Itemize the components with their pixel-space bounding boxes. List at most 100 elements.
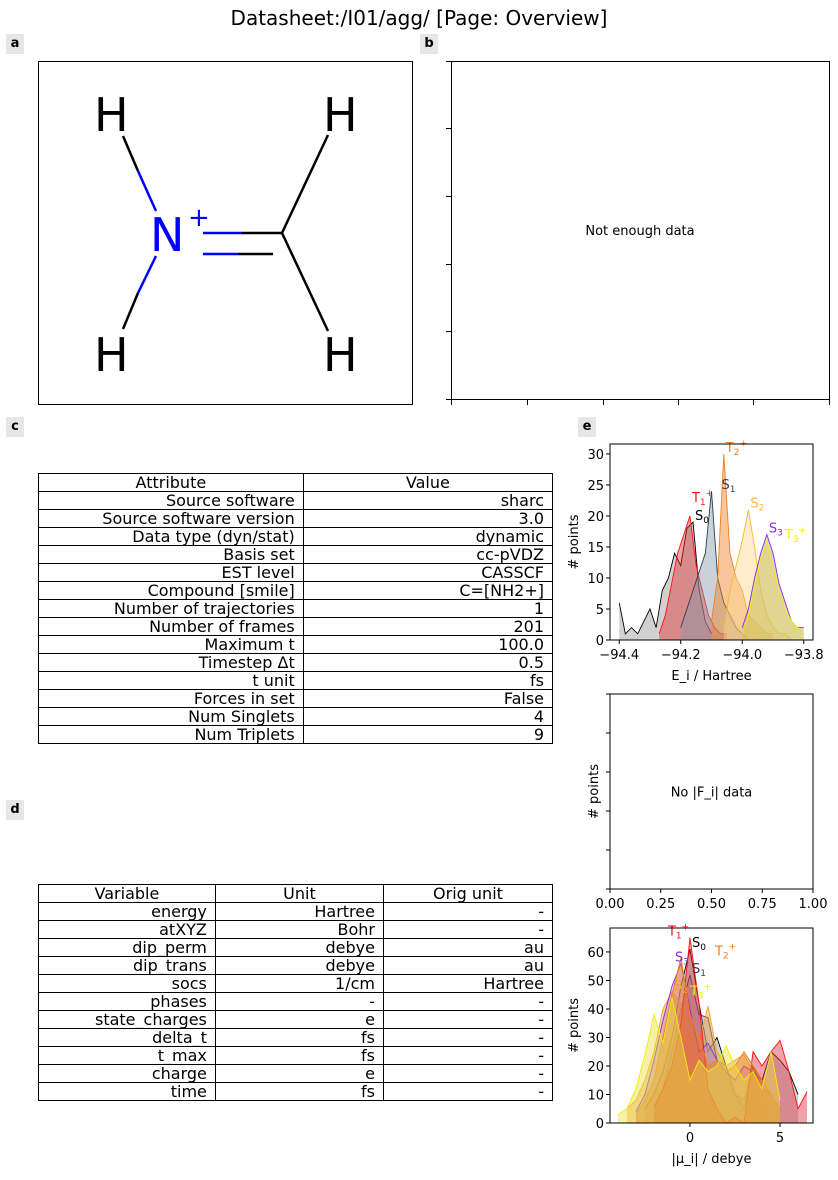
molecule-structure: H H H H N +: [38, 61, 413, 405]
state-label-S3: S3: [675, 950, 689, 967]
column-header: Orig unit: [382, 884, 554, 903]
table-cell: fs: [214, 1082, 384, 1101]
table-cell: Bohr: [214, 920, 384, 939]
state-label-T2: T2+: [725, 439, 747, 458]
table-cell: Forces in set: [38, 689, 304, 708]
histogram-line-T3: [617, 997, 781, 1115]
atom-h: H: [94, 328, 129, 382]
state-label-S0: S0: [692, 936, 706, 953]
x-tick-label: −94.0: [722, 648, 762, 663]
table-header-row: Variable Unit Orig unit: [38, 884, 554, 903]
state-label-T3: T3+: [784, 526, 806, 545]
table-cell: Data type (dyn/stat): [38, 527, 304, 546]
table-row: charge e -: [38, 1064, 554, 1083]
table-cell: Compound [smile]: [38, 581, 304, 600]
table-cell: t unit: [38, 671, 304, 690]
y-tick-label: 15: [587, 541, 604, 556]
table-cell: dip_perm: [38, 938, 216, 957]
state-label-subscript: 2: [682, 986, 688, 996]
table-cell: Source software version: [38, 509, 304, 528]
y-tick-label: 5: [596, 603, 604, 618]
bonds: [121, 134, 330, 332]
histogram-fill-S3: [635, 963, 781, 1123]
no-force-data-message: No |F_i| data: [671, 786, 753, 801]
series-S1: [680, 491, 749, 641]
table-cell: 1: [302, 599, 554, 618]
series-S2: [723, 509, 792, 641]
table-cell: 100.0: [302, 635, 554, 654]
table-row: Basis set cc-pVDZ: [38, 545, 554, 564]
attributes-table: Attribute Value Source software sharc Source…: [38, 473, 554, 744]
table-cell: phases: [38, 992, 216, 1011]
atom-h: H: [323, 328, 358, 382]
table-cell: Hartree: [214, 902, 384, 921]
table-cell: Hartree: [382, 974, 554, 993]
x-tick-label: 5: [776, 1131, 784, 1146]
table-cell: e: [214, 1010, 384, 1029]
table-cell: 201: [302, 617, 554, 636]
histogram-fill-S0: [644, 949, 799, 1123]
table-header-row: Attribute Value: [38, 473, 554, 492]
table-cell: -: [382, 1010, 554, 1029]
histogram-fill-S0: [619, 522, 712, 640]
table-row: Maximum t 100.0: [38, 635, 554, 654]
table-row: Timestep Δt 0.5: [38, 653, 554, 672]
panel-label-d: d: [6, 800, 24, 820]
table-cell: -: [214, 992, 384, 1011]
panel-label-b: b: [420, 34, 438, 54]
table-cell: Basis set: [38, 545, 304, 564]
table-cell: atXYZ: [38, 920, 216, 939]
axes-frame: [609, 927, 814, 1124]
x-tick-label: 1.00: [799, 897, 828, 912]
page-title: Datasheet:/I01/agg/ [Page: Overview]: [230, 6, 608, 30]
x-tick-label: 0.75: [748, 897, 777, 912]
table-row: t_max fs -: [38, 1046, 554, 1065]
table-cell: t_max: [38, 1046, 216, 1065]
table-row: socs 1/cm Hartree: [38, 974, 554, 993]
histogram-fill-T2: [711, 453, 774, 640]
table-row: Num Triplets 9: [38, 725, 554, 744]
y-tick-label: 10: [587, 1088, 604, 1103]
table-cell: -: [382, 902, 554, 921]
state-label-S1: S1: [692, 962, 706, 979]
table-cell: 0.5: [302, 653, 554, 672]
y-tick-label: 30: [587, 1031, 604, 1046]
table-cell: fs: [302, 671, 554, 690]
state-label-subscript: 3: [683, 957, 689, 967]
state-label-subscript: 1: [730, 485, 736, 495]
table-cell: 9: [302, 725, 554, 744]
y-axis-label: # points: [587, 764, 602, 819]
table-cell: Number of trajectories: [38, 599, 304, 618]
table-row: Compound [smile] C=[NH2+]: [38, 581, 554, 600]
state-label-subscript: 1: [700, 969, 706, 979]
state-label-subscript: 0: [703, 516, 709, 526]
axes-frame: [609, 443, 814, 641]
force-histogram: No |F_i| data 0.00 0.25 0.50 0.75 1.00 # point…: [587, 693, 828, 912]
not-enough-data-message: Not enough data: [585, 224, 694, 239]
panel-label-c: c: [6, 417, 24, 437]
state-label-S0: S0: [695, 509, 709, 526]
state-label-subscript: 1: [676, 932, 682, 942]
histogram-fill-S2: [723, 509, 792, 640]
column-header: Variable: [38, 884, 216, 903]
table-row: Source software sharc: [38, 491, 554, 510]
state-label-subscript: 2: [734, 448, 740, 458]
table-cell: CASSCF: [302, 563, 554, 582]
state-label-T1: T1+: [667, 923, 689, 942]
state-label-subscript: 2: [723, 952, 729, 962]
table-cell: sharc: [302, 491, 554, 510]
histogram-line-T3: [741, 539, 805, 635]
histogram-line-S0: [644, 948, 799, 1110]
table-cell: energy: [38, 902, 216, 921]
table-row: Data type (dyn/stat) dynamic: [38, 527, 554, 546]
x-tick-label: 0.00: [596, 897, 625, 912]
histogram-line-S2: [723, 509, 792, 641]
state-label-subscript: 3: [698, 992, 704, 1002]
y-tick-label: 25: [587, 479, 604, 494]
table-row: Number of frames 201: [38, 617, 554, 636]
series-T3: [741, 539, 805, 640]
table-cell: 3.0: [302, 509, 554, 528]
table-row: energy Hartree -: [38, 902, 554, 921]
table-row: phases - -: [38, 992, 554, 1011]
